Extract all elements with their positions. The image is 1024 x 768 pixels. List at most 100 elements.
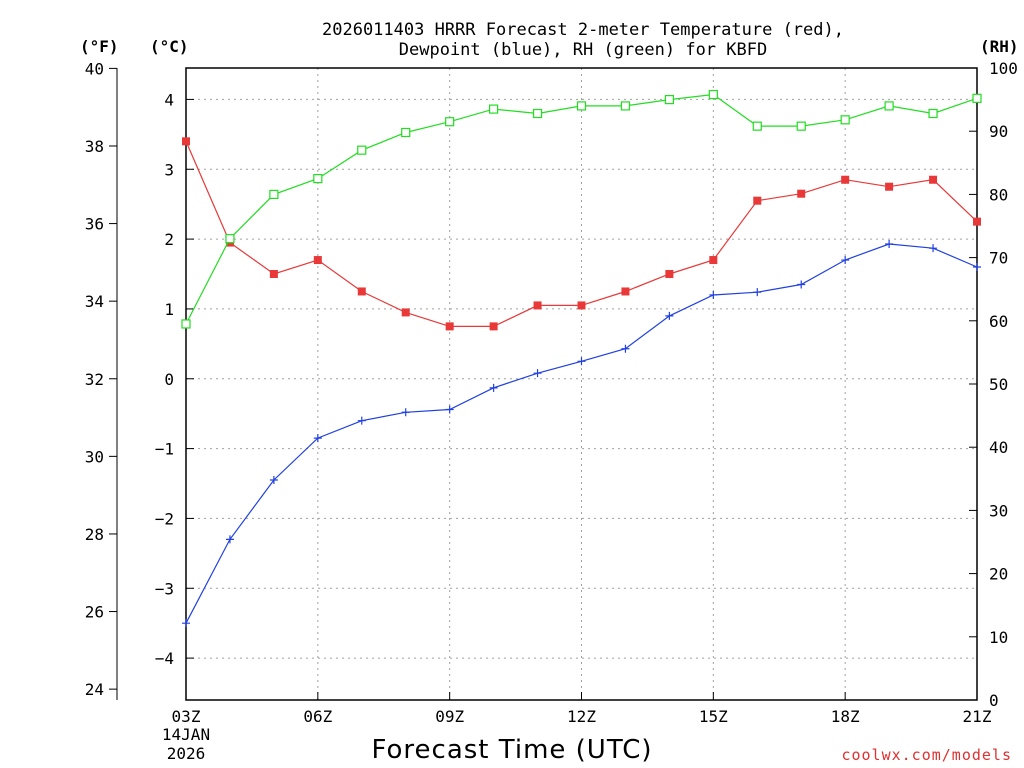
c-tick-label: −4 (155, 649, 174, 668)
dewpoint-series (182, 239, 981, 628)
rh-point (752, 121, 762, 131)
dewpoint-point (885, 239, 894, 248)
rh-point (357, 145, 367, 155)
c-tick-label: 2 (164, 230, 174, 249)
chart-title-line1: 2026011403 HRRR Forecast 2-meter Tempera… (322, 20, 844, 40)
fahrenheit-axis-ticks: 40 38 36 34 32 30 28 26 24 (85, 59, 117, 699)
f-tick-label: 32 (85, 370, 104, 389)
dewpoint-point (577, 357, 586, 366)
temperature-point (489, 322, 498, 331)
chart-title-line2: Dewpoint (blue), RH (green) for KBFD (399, 40, 767, 60)
rh-point (796, 121, 806, 131)
x-tick-label: 15Z (699, 707, 728, 726)
x-tick-label: 18Z (831, 707, 860, 726)
rh-tick-label: 70 (989, 249, 1008, 268)
dewpoint-point (401, 408, 410, 417)
temperature-series (182, 137, 981, 331)
f-tick-label: 28 (85, 525, 104, 544)
rh-tick-label: 20 (989, 565, 1008, 584)
f-tick-label: 26 (85, 603, 104, 622)
rh-tick-label: 80 (989, 185, 1008, 204)
rh-tick-label: 60 (989, 312, 1008, 331)
temperature-point (885, 182, 894, 191)
temperature-point (357, 287, 366, 296)
rh-point (928, 108, 938, 119)
rh-point (313, 174, 323, 184)
plot-frame (185, 67, 978, 701)
temperature-point (797, 189, 806, 198)
f-tick-label: 30 (85, 447, 104, 466)
temperature-point (269, 270, 278, 279)
temperature-point (841, 175, 850, 184)
dewpoint-point (621, 344, 630, 353)
rh-point (576, 101, 587, 111)
c-tick-label: 3 (164, 160, 174, 179)
temperature-point (929, 175, 938, 184)
grid-lines (185, 68, 978, 700)
dewpoint-point (357, 416, 366, 425)
f-tick-label: 40 (85, 59, 104, 78)
temperature-point (445, 322, 454, 331)
x-tick-label: 03Z (172, 707, 201, 726)
temperature-point (709, 256, 718, 265)
c-tick-label: 0 (164, 370, 174, 389)
rh-tick-label: 30 (989, 501, 1008, 520)
dewpoint-point (929, 244, 938, 253)
celsius-axis-ticks: 4 3 2 1 0 −1 −2 −3 −4 (155, 90, 194, 668)
temperature-point (577, 301, 586, 310)
dewpoint-point (665, 311, 674, 320)
rh-point (489, 104, 499, 114)
date-label-year: 2026 (167, 744, 206, 763)
dewpoint-point (753, 288, 762, 297)
c-tick-label: 4 (164, 90, 174, 109)
temperature-point (313, 256, 322, 265)
x-tick-label: 06Z (303, 707, 332, 726)
f-tick-label: 36 (85, 215, 104, 234)
dewpoint-point (973, 263, 981, 272)
x-tick-label: 09Z (435, 707, 464, 726)
credit-label: coolwx.com/models (841, 746, 1012, 764)
temperature-point (182, 137, 190, 146)
dewpoint-point (533, 369, 542, 378)
c-tick-label: 1 (164, 300, 174, 319)
rh-tick-label: 90 (989, 122, 1008, 141)
c-tick-label: −3 (155, 579, 174, 598)
f-tick-label: 34 (85, 292, 104, 311)
rh-point (401, 127, 411, 138)
rh-unit-label: (RH) (980, 37, 1019, 56)
x-tick-label: 12Z (567, 707, 596, 726)
dewpoint-point (445, 405, 454, 414)
rh-point (445, 117, 455, 127)
rh-point (972, 93, 982, 103)
rh-point (708, 89, 718, 100)
rh-tick-label: 40 (989, 438, 1008, 457)
f-tick-label: 24 (85, 680, 104, 699)
date-label-day: 14JAN (162, 725, 210, 744)
temperature-point (973, 217, 981, 226)
rh-axis-ticks: 100 90 80 70 60 50 40 30 20 10 0 (969, 59, 1018, 710)
temperature-point (533, 301, 542, 310)
dewpoint-point (709, 290, 718, 299)
x-tick-label: 21Z (963, 707, 992, 726)
temperature-point (401, 308, 410, 317)
dewpoint-point (489, 383, 498, 392)
rh-point (884, 101, 894, 111)
rh-point (181, 319, 191, 329)
rh-series (181, 89, 982, 329)
series-layer (181, 89, 982, 628)
dewpoint-point (225, 535, 234, 544)
c-tick-label: −2 (155, 509, 174, 528)
c-tick-label: −1 (155, 440, 174, 459)
rh-tick-label: 10 (989, 628, 1008, 647)
dewpoint-point (182, 619, 190, 628)
f-tick-label: 38 (85, 137, 104, 156)
temperature-point (621, 287, 630, 296)
rh-point (269, 189, 279, 199)
rh-point (620, 101, 631, 111)
dewpoint-point (313, 434, 322, 443)
celsius-unit-label: (°C) (150, 37, 189, 56)
temperature-point (665, 270, 674, 279)
rh-point (840, 115, 850, 125)
rh-tick-label: 50 (989, 375, 1008, 394)
